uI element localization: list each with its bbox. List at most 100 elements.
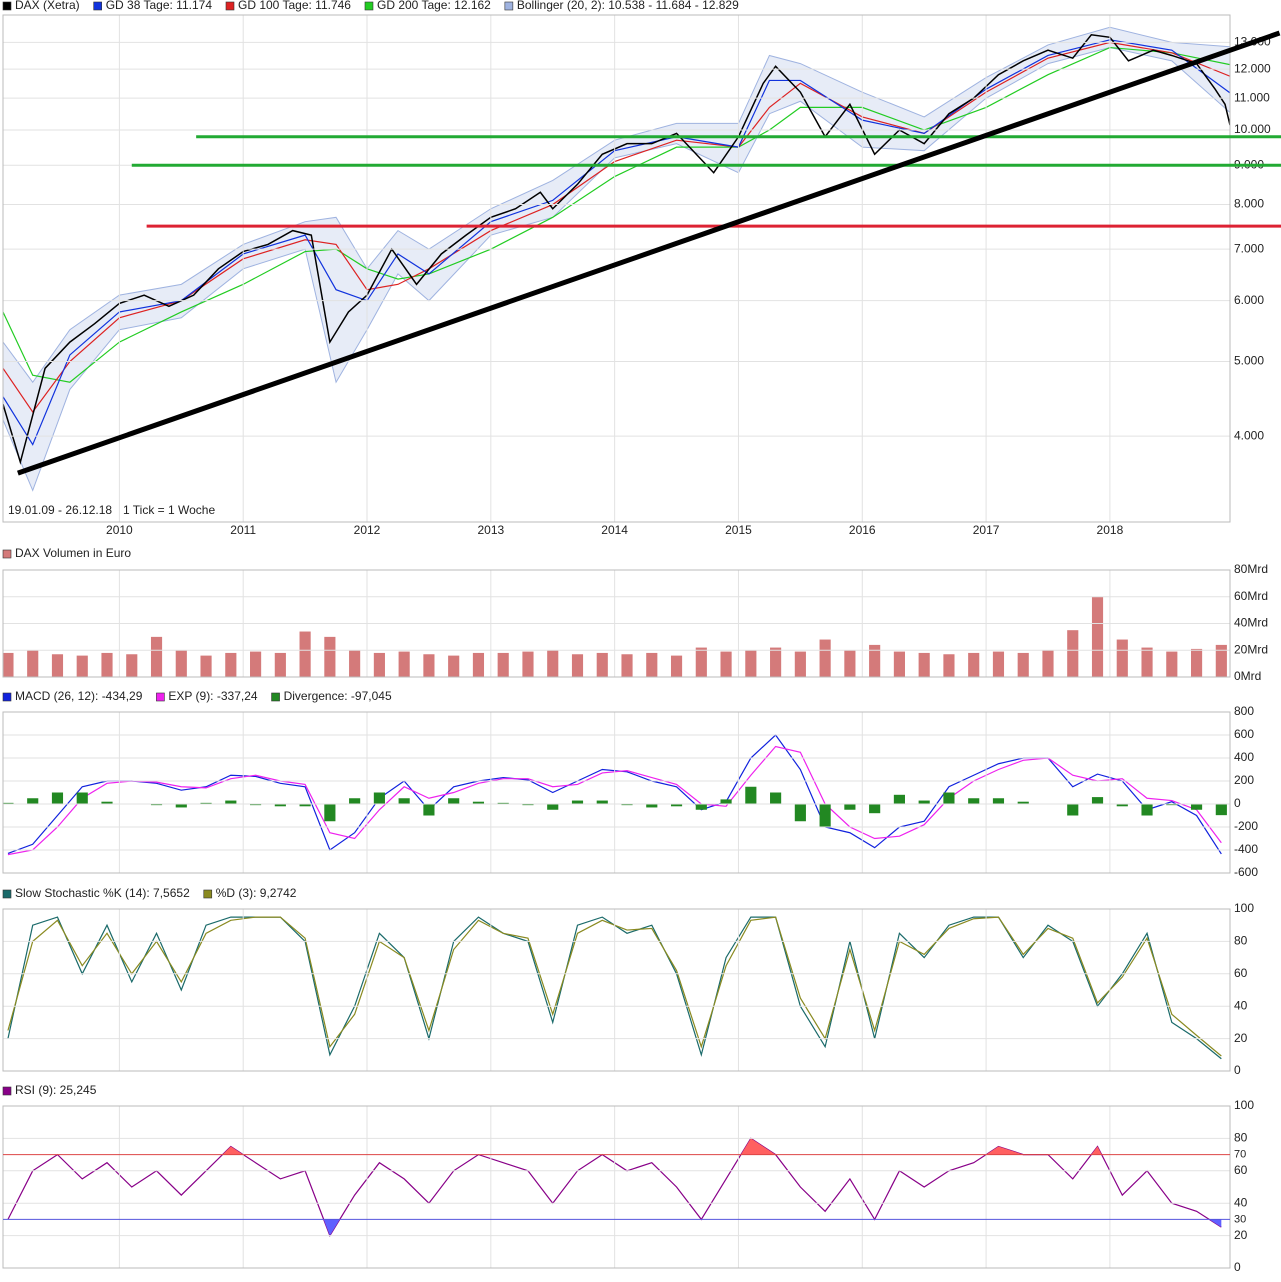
x-tick-label: 2018 [1097, 523, 1124, 537]
y-tick-label: -600 [1234, 865, 1258, 879]
bar [571, 654, 584, 677]
series-line [3, 33, 1230, 465]
y-tick-label: 80Mrd [1234, 562, 1268, 576]
bar [1091, 596, 1104, 677]
bar [398, 651, 410, 677]
y-tick-label: 4.000 [1234, 428, 1264, 442]
panel: -600 -400 -200 0 200 400 600 800 MACD (26, 12): … [2, 689, 1258, 879]
legend-swatch [504, 1, 514, 11]
bollinger-band [3, 26, 1230, 492]
legend-swatch [203, 889, 213, 899]
bar [1067, 804, 1079, 816]
bar [274, 804, 286, 807]
bar [1067, 630, 1079, 677]
bar [992, 651, 1005, 677]
bar [720, 651, 732, 677]
legend-label: DAX Volumen in Euro [15, 546, 131, 560]
bar [670, 804, 683, 807]
bar [670, 655, 683, 677]
bar [27, 798, 39, 804]
bar [522, 651, 534, 677]
y-tick-label: 12.000 [1234, 61, 1271, 75]
bar [893, 794, 905, 804]
y-tick-label: 60 [1234, 966, 1248, 980]
y-tick-label: 0Mrd [1234, 669, 1261, 683]
x-tick-label: 2012 [354, 523, 381, 537]
level-label: 30 [1234, 1213, 1246, 1225]
bar [522, 804, 534, 806]
bar [819, 804, 831, 827]
bar [324, 636, 336, 677]
bar [819, 639, 831, 677]
bar [596, 800, 608, 804]
x-tick-label: 2014 [601, 523, 628, 537]
bar [794, 804, 806, 822]
bar [1017, 801, 1029, 804]
y-tick-label: 20 [1234, 1228, 1248, 1242]
y-tick-label: 20 [1234, 1031, 1248, 1045]
bar [423, 654, 435, 677]
panel-frame [2, 711, 1231, 874]
bar [1141, 647, 1153, 677]
bar [200, 802, 212, 804]
legend-label: DAX (Xetra) [15, 0, 80, 12]
bar [448, 655, 460, 677]
bar [250, 804, 262, 806]
bar [299, 631, 311, 677]
y-tick-label: 100 [1234, 901, 1254, 915]
bar [274, 652, 286, 677]
bar [695, 647, 707, 677]
bar [1166, 804, 1178, 806]
bar [225, 800, 237, 804]
legend-label: Bollinger (20, 2): 10.538 - 11.684 - 12.… [517, 0, 739, 12]
y-tick-label: 60Mrd [1234, 589, 1268, 603]
bar [547, 804, 559, 810]
bar [1190, 648, 1203, 677]
y-tick-label: 11.000 [1234, 90, 1270, 104]
y-tick-label: 40Mrd [1234, 616, 1268, 630]
bar [150, 804, 163, 806]
bar [571, 800, 584, 804]
bar [27, 650, 39, 677]
bar [324, 804, 336, 822]
y-tick-label: -400 [1234, 842, 1258, 856]
y-tick-label: 7.000 [1234, 241, 1264, 255]
y-tick-label: 10.000 [1234, 122, 1271, 136]
bar [250, 651, 262, 677]
bar [76, 792, 88, 804]
x-tick-label: 2011 [230, 523, 256, 537]
bar [398, 798, 410, 804]
bar [175, 804, 187, 808]
bar [646, 652, 658, 677]
bar [1215, 644, 1227, 677]
bar [621, 804, 633, 806]
bar [101, 801, 113, 804]
y-tick-label: 5.000 [1234, 354, 1264, 368]
bar [918, 800, 930, 804]
bar [349, 798, 361, 804]
bar [3, 802, 14, 804]
bar [349, 650, 361, 677]
bar [225, 652, 237, 677]
y-tick-label: 6.000 [1234, 293, 1264, 307]
legend-swatch [93, 1, 102, 11]
bar [126, 654, 138, 677]
bar [1215, 804, 1227, 816]
y-tick-label: 600 [1234, 727, 1254, 741]
legend-swatch [2, 1, 12, 11]
level-fill [7, 1138, 1222, 1155]
legend-swatch [2, 549, 12, 559]
bar [869, 644, 881, 677]
panel: 4.0005.0006.0007.0008.0009.00010.00011.0… [2, 0, 1281, 537]
bar [844, 650, 856, 677]
legend-swatch [364, 1, 374, 11]
bar [943, 654, 955, 677]
bar [3, 652, 14, 677]
level-label: 70 [1234, 1149, 1246, 1161]
bar [745, 650, 757, 677]
legend-swatch [225, 1, 235, 11]
bar [1190, 804, 1203, 810]
legend-label: Divergence: -97,045 [284, 689, 392, 703]
bar [1042, 650, 1054, 677]
